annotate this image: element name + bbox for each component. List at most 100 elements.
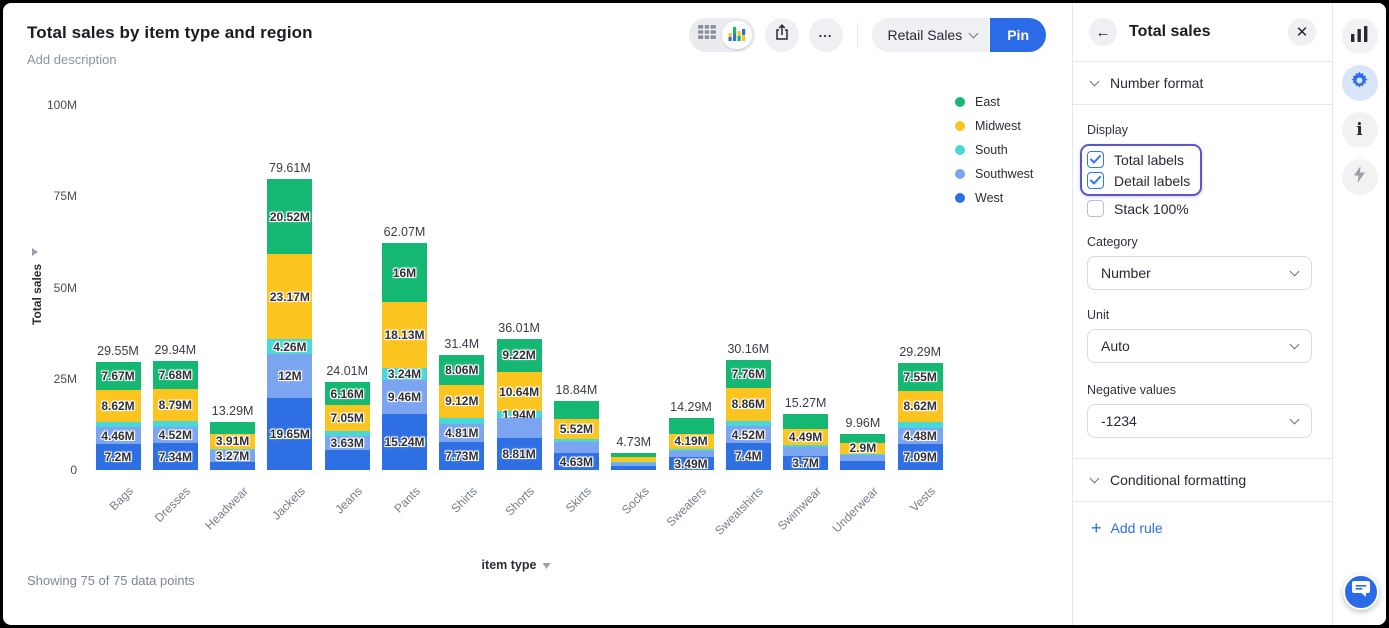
stack-100-checkbox[interactable] bbox=[1087, 200, 1104, 217]
segment-west[interactable] bbox=[324, 449, 370, 470]
segment-south[interactable] bbox=[783, 445, 829, 448]
segment-east[interactable]: 9.22M bbox=[496, 338, 542, 373]
segment-south[interactable] bbox=[840, 453, 886, 455]
segment-west[interactable]: 8.81M bbox=[496, 437, 542, 470]
segment-east[interactable]: 7.68M bbox=[152, 360, 198, 389]
segment-southwest[interactable] bbox=[611, 462, 657, 467]
segment-west[interactable]: 7.34M bbox=[152, 443, 198, 470]
segment-south[interactable] bbox=[668, 448, 714, 451]
section-number-format[interactable]: Number format bbox=[1073, 62, 1332, 105]
segment-midwest[interactable]: 10.64M bbox=[496, 372, 542, 412]
segment-midwest[interactable] bbox=[611, 457, 657, 462]
dataset-selector[interactable]: Retail Sales bbox=[871, 18, 990, 52]
segment-south[interactable] bbox=[152, 420, 198, 427]
info-tab[interactable]: i bbox=[1341, 112, 1378, 148]
segment-east[interactable] bbox=[783, 414, 829, 429]
bar-socks[interactable]: 4.73M bbox=[611, 435, 657, 470]
total-labels-checkbox[interactable] bbox=[1087, 151, 1104, 168]
segment-south[interactable] bbox=[897, 422, 943, 428]
bar-underwear[interactable]: 9.96M 2.9M bbox=[840, 416, 886, 470]
segment-south[interactable] bbox=[439, 418, 485, 425]
segment-south[interactable] bbox=[95, 421, 141, 428]
segment-south[interactable]: 3.24M bbox=[382, 367, 427, 381]
segment-southwest[interactable] bbox=[840, 454, 886, 462]
table-view-button[interactable] bbox=[692, 21, 722, 49]
segment-east[interactable] bbox=[553, 401, 599, 419]
axis-collapse-icon[interactable] bbox=[32, 248, 38, 256]
segment-west[interactable]: 3.49M bbox=[668, 457, 714, 471]
segment-south[interactable]: 1.94M bbox=[496, 408, 542, 422]
bar-sweatshirts[interactable]: 30.16M 7.76M 8.86M 4.52M 7.4M bbox=[725, 342, 771, 470]
bar-sweaters[interactable]: 14.29M 4.19M 3.49M bbox=[668, 400, 714, 471]
segment-south[interactable] bbox=[210, 448, 256, 451]
segment-midwest[interactable]: 9.12M bbox=[439, 384, 485, 419]
segment-midwest[interactable]: 8.79M bbox=[152, 388, 198, 421]
segment-southwest[interactable]: 3.27M bbox=[210, 449, 256, 463]
more-options-button[interactable]: ... bbox=[808, 18, 843, 52]
legend-item-southwest[interactable]: Southwest bbox=[955, 162, 1033, 186]
segment-west[interactable]: 4.63M bbox=[553, 453, 599, 470]
segment-southwest[interactable] bbox=[553, 441, 599, 454]
stack-100-row[interactable]: Stack 100% bbox=[1087, 198, 1312, 219]
segment-east[interactable] bbox=[840, 433, 886, 444]
segment-east[interactable]: 6.16M bbox=[324, 382, 370, 405]
detail-labels-row[interactable]: Detail labels bbox=[1087, 170, 1190, 191]
bar-shirts[interactable]: 31.4M 8.06M 9.12M 4.81M 7.73M bbox=[439, 337, 485, 470]
segment-midwest[interactable]: 5.52M bbox=[553, 418, 599, 439]
segment-west[interactable]: 19.65M bbox=[267, 398, 313, 470]
legend-item-south[interactable]: South bbox=[955, 138, 1033, 162]
segment-midwest[interactable]: 4.49M bbox=[783, 428, 829, 446]
segment-southwest[interactable]: 4.52M bbox=[152, 426, 198, 444]
segment-west[interactable]: 15.24M bbox=[382, 414, 427, 470]
segment-west[interactable] bbox=[840, 461, 886, 470]
bar-skirts[interactable]: 18.84M 5.52M 4.63M bbox=[553, 383, 599, 470]
segment-midwest[interactable]: 8.62M bbox=[897, 390, 943, 423]
segment-west[interactable] bbox=[611, 466, 657, 470]
legend-item-west[interactable]: West bbox=[955, 186, 1033, 210]
bar-headwear[interactable]: 13.29M 3.91M 3.27M bbox=[210, 404, 256, 471]
chart-title[interactable]: Total sales by item type and region bbox=[27, 23, 313, 42]
category-select[interactable]: Number bbox=[1087, 256, 1312, 290]
pin-button[interactable]: Pin bbox=[990, 18, 1046, 52]
segment-south[interactable] bbox=[553, 438, 599, 442]
x-axis-title-dropdown[interactable]: item type bbox=[482, 558, 551, 572]
segment-southwest[interactable] bbox=[783, 447, 829, 457]
share-button[interactable] bbox=[764, 18, 799, 52]
segment-midwest[interactable]: 2.9M bbox=[840, 441, 886, 455]
format-settings-tab[interactable] bbox=[1341, 65, 1378, 101]
segment-south[interactable] bbox=[611, 461, 657, 463]
segment-west[interactable]: 7.4M bbox=[725, 442, 771, 470]
segment-south[interactable]: 4.26M bbox=[267, 338, 313, 355]
segment-west[interactable]: 7.2M bbox=[95, 443, 141, 470]
segment-southwest[interactable]: 4.46M bbox=[95, 427, 141, 444]
segment-east[interactable] bbox=[210, 421, 256, 435]
legend-item-east[interactable]: East bbox=[955, 90, 1033, 114]
segment-midwest[interactable]: 7.05M bbox=[324, 404, 370, 431]
unit-select[interactable]: Auto bbox=[1087, 329, 1312, 363]
bar-shorts[interactable]: 36.01M 9.22M 10.64M 1.94M 8.81M bbox=[496, 321, 542, 470]
segment-midwest[interactable]: 3.91M bbox=[210, 434, 256, 449]
legend-item-midwest[interactable]: Midwest bbox=[955, 114, 1033, 138]
bar-vests[interactable]: 29.29M 7.55M 8.62M 4.48M 7.09M bbox=[897, 345, 943, 470]
back-button[interactable]: ← bbox=[1089, 18, 1117, 46]
segment-west[interactable]: 7.09M bbox=[897, 444, 943, 470]
segment-east[interactable]: 7.67M bbox=[95, 362, 141, 391]
segment-midwest[interactable]: 18.13M bbox=[382, 301, 427, 369]
segment-east[interactable]: 7.55M bbox=[897, 363, 943, 391]
segment-east[interactable]: 8.06M bbox=[439, 355, 485, 385]
chart-settings-tab[interactable] bbox=[1341, 18, 1378, 54]
bar-jackets[interactable]: 79.61M 20.52M 23.17M 4.26M 12M 19.65M bbox=[267, 161, 313, 470]
bar-pants[interactable]: 62.07M 16M 18.13M 3.24M 9.46M 15.24M bbox=[382, 225, 427, 470]
bar-bags[interactable]: 29.55M 7.67M 8.62M 4.46M 7.2M bbox=[95, 344, 141, 470]
segment-southwest[interactable]: 12M bbox=[267, 354, 313, 399]
segment-east[interactable]: 20.52M bbox=[267, 179, 313, 255]
segment-southwest[interactable] bbox=[668, 450, 714, 458]
segment-south[interactable] bbox=[324, 430, 370, 437]
segment-southwest[interactable]: 4.52M bbox=[725, 426, 771, 443]
segment-east[interactable]: 16M bbox=[382, 243, 427, 302]
chart-view-button[interactable] bbox=[721, 21, 752, 49]
segment-southwest[interactable] bbox=[496, 418, 542, 438]
segment-south[interactable] bbox=[725, 420, 771, 427]
segment-southwest[interactable]: 9.46M bbox=[382, 379, 427, 415]
segment-west[interactable]: 3.7M bbox=[783, 456, 829, 470]
